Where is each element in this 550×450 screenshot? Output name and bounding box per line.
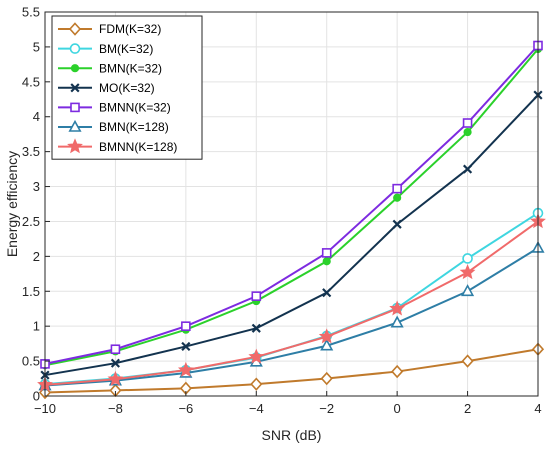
series-3 [40,90,543,380]
data-point [392,183,402,194]
data-point [110,358,121,368]
data-point [181,341,191,352]
series-line [44,44,539,365]
plot-frame [44,11,539,397]
legend-marker [67,138,83,154]
x-tick-label: −6 [178,401,193,416]
y-axis-label: Energy efficiency [4,151,20,257]
legend-label: MO(K=32) [99,81,155,95]
data-point [459,264,476,280]
y-tick-label: 3.5 [22,144,40,159]
data-point [462,118,473,128]
data-point [177,361,194,377]
data-point [462,164,473,174]
legend-item: BMNN(K=32) [58,101,171,115]
data-point [318,328,335,344]
data-point [320,371,333,386]
x-tick-label: −10 [34,401,56,416]
legend-marker [68,22,82,36]
data-point [107,370,124,386]
legend-marker [69,43,81,54]
y-tick-label: 0.5 [22,354,40,369]
y-tick-label: 4.5 [22,74,40,89]
legend-marker [68,119,82,132]
y-tick-label: 2.5 [22,214,40,229]
legend-item: BM(K=32) [58,42,153,56]
x-tick-label: −8 [108,401,123,416]
x-tick-label: 4 [534,401,541,416]
data-point [248,348,265,364]
legend-marker [70,102,80,113]
x-tick-label: 0 [394,401,401,416]
series-0 [38,342,545,400]
data-point [251,323,261,333]
y-tick-label: 1 [33,319,40,334]
data-point [251,291,262,301]
series-line [44,48,539,367]
x-tick-label: −4 [249,401,264,416]
legend-item: MO(K=32) [58,81,155,95]
y-tick-label: 5 [33,39,40,54]
series-line [44,348,539,394]
data-point [461,284,475,297]
legend-item: BMN(K=32) [58,61,162,75]
y-tick-label: 1.5 [22,284,40,299]
y-tick-label: 3 [33,179,40,194]
legend-marker [70,64,80,73]
legend-label: BMN(K=128) [99,120,169,134]
data-point [461,354,474,368]
x-tick-label: 2 [464,401,471,416]
legend-label: FDM(K=32) [99,22,161,36]
legend-label: BMN(K=32) [99,61,162,75]
series-line [44,220,539,386]
y-tick-label: 2 [33,249,40,264]
data-point [390,315,404,328]
legend-label: BMNN(K=128) [99,140,177,154]
data-point [393,193,402,202]
data-point [392,219,402,229]
legend-marker [70,83,80,93]
y-axis: 0 0.5 1 1.5 2 2.5 3 3.5 4 4.5 5 5.5 [22,5,50,404]
y-tick-label: 4 [33,109,40,124]
x-axis: −10 −8 −6 −4 −2 0 2 4 [34,391,542,416]
data-point [322,288,332,298]
data-point [250,377,263,391]
series-line [44,94,539,377]
data-point [391,364,404,379]
legend-label: BM(K=32) [99,42,153,56]
y-tick-label: 0 [33,389,40,404]
x-tick-label: −2 [319,401,334,416]
data-point [462,253,473,264]
y-tick-label: 5.5 [22,5,40,20]
legend: FDM(K=32) BM(K=32) BMN(K=32) MO(K=32) BMNN(K… [51,15,203,160]
data-point [320,338,334,351]
series-line [44,247,539,387]
data-point [322,257,331,266]
data-point [110,344,121,355]
data-point [181,321,191,331]
data-point [389,300,406,316]
legend-item: FDM(K=32) [58,22,161,36]
legend-item: BMN(K=128) [58,119,169,134]
legend-item: BMNN(K=128) [58,138,177,154]
x-axis-label: SNR (dB) [262,427,322,443]
legend-label: BMNN(K=32) [99,101,171,115]
data-point [321,248,332,258]
data-point [463,127,472,137]
